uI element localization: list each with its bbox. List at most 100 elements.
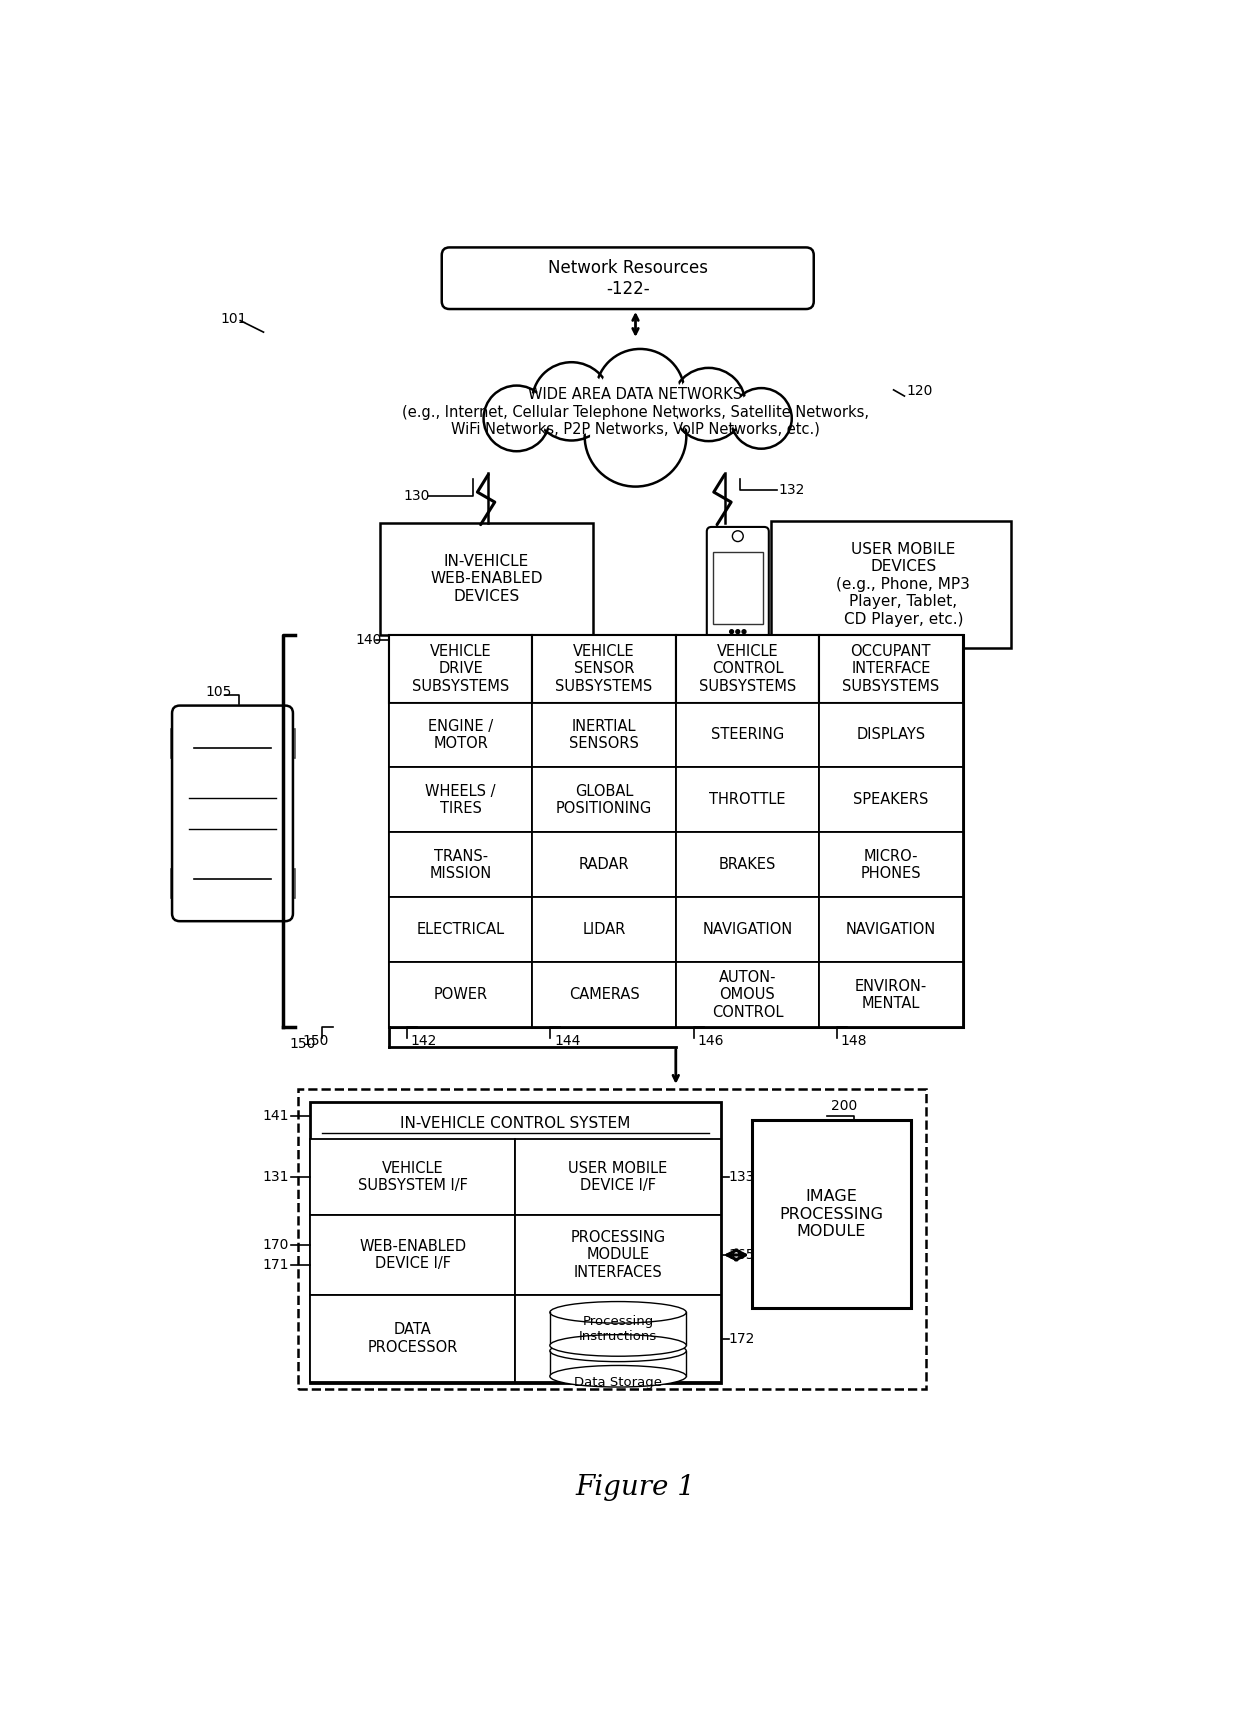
Text: POWER: POWER	[434, 988, 487, 1003]
Bar	[751, 1119, 910, 1309]
Text: CAMERAS: CAMERAS	[569, 988, 640, 1003]
Bar	[389, 897, 532, 962]
Bar	[516, 1295, 720, 1381]
Bar	[820, 702, 962, 767]
Text: 131: 131	[263, 1171, 289, 1184]
Bar	[771, 521, 1012, 648]
Bar	[310, 1215, 516, 1295]
Text: NAVIGATION: NAVIGATION	[702, 923, 792, 938]
Bar	[310, 1102, 720, 1383]
Ellipse shape	[549, 1302, 686, 1323]
Circle shape	[672, 367, 745, 441]
Text: BRAKES: BRAKES	[719, 858, 776, 873]
Circle shape	[730, 388, 792, 449]
Text: 133: 133	[729, 1171, 755, 1184]
Text: LIDAR: LIDAR	[583, 923, 626, 938]
Bar	[532, 832, 676, 897]
Text: WEB-ENABLED
DEVICE I/F: WEB-ENABLED DEVICE I/F	[360, 1239, 466, 1271]
FancyBboxPatch shape	[441, 248, 813, 309]
Circle shape	[590, 391, 681, 480]
Bar	[299, 1089, 926, 1389]
Text: VEHICLE
SENSOR
SUBSYSTEMS: VEHICLE SENSOR SUBSYSTEMS	[556, 644, 652, 694]
Circle shape	[585, 386, 687, 487]
Text: 170: 170	[263, 1239, 289, 1253]
Text: IN-VEHICLE
WEB-ENABLED
DEVICES: IN-VEHICLE WEB-ENABLED DEVICES	[430, 554, 543, 603]
Bar	[713, 552, 763, 624]
Circle shape	[484, 386, 549, 451]
Text: 165: 165	[729, 1248, 755, 1261]
Bar	[676, 702, 820, 767]
Text: USER MOBILE
DEVICE I/F: USER MOBILE DEVICE I/F	[568, 1160, 667, 1193]
Bar	[532, 702, 676, 767]
Text: 101: 101	[221, 313, 247, 326]
Circle shape	[537, 367, 606, 436]
FancyBboxPatch shape	[172, 706, 293, 921]
Bar	[676, 962, 820, 1027]
Text: TRANS-
MISSION: TRANS- MISSION	[429, 849, 492, 882]
Text: 141: 141	[263, 1109, 289, 1123]
Text: 172: 172	[729, 1331, 755, 1345]
Bar	[820, 897, 962, 962]
Text: 140: 140	[355, 632, 382, 648]
Text: 120: 120	[906, 385, 934, 398]
Text: Data Storage: Data Storage	[574, 1376, 662, 1389]
Bar	[389, 634, 962, 1027]
Bar	[389, 832, 532, 897]
Circle shape	[742, 629, 746, 634]
Text: DATA
PROCESSOR: DATA PROCESSOR	[367, 1323, 458, 1355]
Bar	[389, 634, 532, 702]
Text: 130: 130	[403, 489, 429, 502]
Bar	[820, 832, 962, 897]
Bar	[279, 728, 295, 757]
Text: RADAR: RADAR	[579, 858, 630, 873]
Bar	[532, 767, 676, 832]
Text: 105: 105	[206, 685, 232, 699]
Text: IMAGE
PROCESSING
MODULE: IMAGE PROCESSING MODULE	[779, 1189, 883, 1239]
Text: AUTON-
OMOUS
CONTROL: AUTON- OMOUS CONTROL	[712, 971, 784, 1020]
Circle shape	[487, 390, 546, 448]
Text: VEHICLE
DRIVE
SUBSYSTEMS: VEHICLE DRIVE SUBSYSTEMS	[412, 644, 510, 694]
Circle shape	[676, 373, 742, 438]
Text: STEERING: STEERING	[711, 728, 784, 742]
Text: VEHICLE
CONTROL
SUBSYSTEMS: VEHICLE CONTROL SUBSYSTEMS	[699, 644, 796, 694]
Text: 148: 148	[841, 1034, 867, 1048]
Circle shape	[595, 349, 684, 438]
Text: VEHICLE
SUBSYSTEM I/F: VEHICLE SUBSYSTEM I/F	[358, 1160, 467, 1193]
Circle shape	[601, 354, 680, 432]
Text: 132: 132	[779, 484, 805, 497]
Bar	[310, 1140, 516, 1215]
Bar	[532, 634, 676, 702]
Text: WIDE AREA DATA NETWORKS
(e.g., Internet, Cellular Telephone Networks, Satellite : WIDE AREA DATA NETWORKS (e.g., Internet,…	[402, 388, 869, 438]
Text: 171: 171	[263, 1258, 289, 1271]
Bar	[379, 523, 593, 634]
Text: 200: 200	[831, 1099, 857, 1113]
Bar	[676, 897, 820, 962]
Text: GLOBAL
POSITIONING: GLOBAL POSITIONING	[556, 784, 652, 817]
FancyBboxPatch shape	[707, 526, 769, 641]
Ellipse shape	[549, 1340, 686, 1362]
Bar	[820, 634, 962, 702]
Text: INERTIAL
SENSORS: INERTIAL SENSORS	[569, 719, 639, 752]
Text: 150: 150	[303, 1034, 329, 1048]
Text: WHEELS /
TIRES: WHEELS / TIRES	[425, 784, 496, 817]
Bar	[676, 767, 820, 832]
Text: 144: 144	[554, 1034, 580, 1048]
Bar	[516, 1140, 720, 1215]
Text: Network Resources
-122-: Network Resources -122-	[548, 258, 708, 297]
Text: DISPLAYS: DISPLAYS	[857, 728, 925, 742]
Bar	[389, 767, 532, 832]
Text: SPEAKERS: SPEAKERS	[853, 793, 929, 807]
Bar	[310, 1295, 516, 1381]
Text: ELECTRICAL: ELECTRICAL	[417, 923, 505, 938]
Bar	[676, 634, 820, 702]
Circle shape	[735, 629, 740, 634]
Text: ENGINE /
MOTOR: ENGINE / MOTOR	[428, 719, 494, 752]
Text: 142: 142	[410, 1034, 438, 1048]
Text: Figure 1: Figure 1	[575, 1473, 696, 1501]
Bar	[516, 1215, 720, 1295]
Circle shape	[729, 629, 734, 634]
Text: 146: 146	[697, 1034, 724, 1048]
Text: 150: 150	[289, 1037, 315, 1051]
Ellipse shape	[549, 1335, 686, 1357]
Text: Processing
Instructions: Processing Instructions	[579, 1314, 657, 1343]
